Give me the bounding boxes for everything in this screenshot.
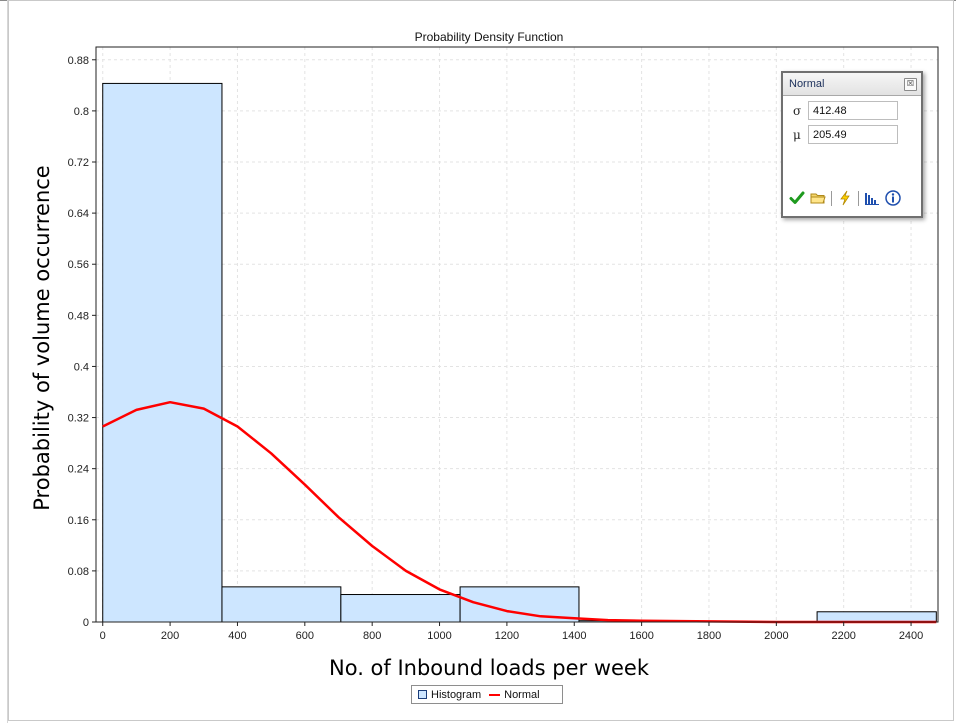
info-icon[interactable] xyxy=(885,190,901,206)
x-tick-label: 0 xyxy=(100,630,106,642)
y-tick-label: 0.32 xyxy=(68,413,89,425)
histogram-bar xyxy=(102,82,223,623)
x-tick-label: 800 xyxy=(363,630,381,642)
histogram-icon[interactable] xyxy=(864,190,880,206)
mu-symbol: μ xyxy=(793,127,801,142)
x-tick-label: 2200 xyxy=(831,630,855,642)
y-tick-label: 0.24 xyxy=(68,464,89,476)
y-tick-label: 0.64 xyxy=(68,208,89,220)
mu-row: μ xyxy=(783,125,921,144)
plot-border xyxy=(95,46,939,623)
check-icon[interactable] xyxy=(789,190,805,206)
x-tick-label: 2400 xyxy=(899,630,923,642)
panel-header: Normal ☒ xyxy=(783,73,921,96)
sigma-row: σ xyxy=(783,101,921,120)
chart-title: Probability Density Function xyxy=(415,30,564,44)
y-tick-label: 0.08 xyxy=(68,566,89,578)
x-tick-label: 2000 xyxy=(764,630,788,642)
histogram-legend-label: Histogram xyxy=(431,688,482,701)
normal-legend-label: Normal xyxy=(504,688,540,701)
grid-lines xyxy=(96,47,938,623)
histogram-bar xyxy=(221,586,342,623)
y-tick-label: 0 xyxy=(83,617,89,629)
y-tick-label: 0.16 xyxy=(68,515,89,527)
distribution-panel: Normal ☒ σ μ xyxy=(781,71,923,218)
panel-title: Normal xyxy=(789,78,825,90)
toolbar-separator xyxy=(831,190,832,206)
x-tick-label: 1400 xyxy=(562,630,586,642)
x-tick-label: 200 xyxy=(161,630,179,642)
legend: Histogram Normal xyxy=(411,685,563,704)
x-tick-label: 1600 xyxy=(629,630,653,642)
histogram-bar xyxy=(816,611,937,623)
x-tick-label: 400 xyxy=(228,630,246,642)
left-border xyxy=(0,0,8,723)
histogram-legend-swatch xyxy=(418,690,427,699)
folder-icon[interactable] xyxy=(810,190,826,206)
panel-toolbar xyxy=(789,190,901,206)
x-axis-title: No. of Inbound loads per week xyxy=(329,656,650,680)
normal-legend-swatch xyxy=(489,693,501,696)
y-tick-label: 0.72 xyxy=(68,157,89,169)
sigma-input[interactable] xyxy=(808,101,898,120)
mu-input[interactable] xyxy=(808,125,898,144)
y-tick-label: 0.88 xyxy=(68,55,89,67)
close-icon[interactable]: ☒ xyxy=(904,77,917,91)
y-tick-label: 0.56 xyxy=(68,259,89,271)
x-tick-label: 1800 xyxy=(697,630,721,642)
axes xyxy=(95,46,939,623)
lightning-icon[interactable] xyxy=(837,190,853,206)
x-tick-label: 1200 xyxy=(495,630,519,642)
y-tick-label: 0.8 xyxy=(74,106,89,118)
y-axis-title: Probability of volume occurrence xyxy=(30,165,54,510)
y-tick-label: 0.4 xyxy=(74,361,89,373)
sigma-symbol: σ xyxy=(793,103,802,118)
x-tick-label: 600 xyxy=(296,630,314,642)
x-tick-label: 1000 xyxy=(427,630,451,642)
tick-labels: 0 200 400 600 800 1000 1200 1400 1600 1800 2000 220… xyxy=(68,55,924,642)
toolbar-separator xyxy=(858,190,859,206)
y-tick-label: 0.48 xyxy=(68,310,89,322)
histogram-bar xyxy=(340,594,461,623)
